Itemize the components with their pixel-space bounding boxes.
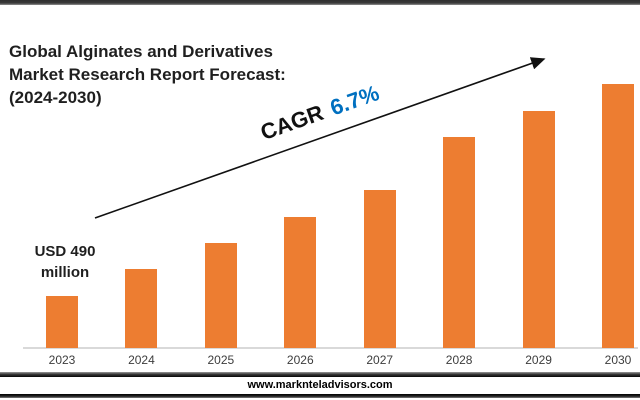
top-border-bar [0, 0, 640, 5]
bar-2025 [204, 243, 237, 348]
bar-2024 [125, 269, 158, 348]
bar-2023 [46, 296, 78, 348]
x-axis-label-2027: 2027 [366, 353, 394, 367]
bar-2026 [284, 217, 317, 348]
x-axis-label-2025: 2025 [207, 353, 235, 367]
x-axis-label-2030: 2030 [604, 353, 632, 367]
x-axis-label-2024: 2024 [128, 353, 155, 367]
bar-2030 [602, 84, 634, 348]
x-axis-line [23, 347, 638, 349]
x-axis-label-2026: 2026 [286, 353, 314, 367]
base-value-annotation: USD 490 million [34, 243, 96, 281]
x-axis-label-2029: 2029 [525, 353, 552, 367]
footer-website-link[interactable]: www.marknteladvisors.com [247, 379, 393, 391]
footer-top-divider [0, 372, 640, 377]
bar-2028 [443, 137, 476, 348]
x-axis-label-2023: 2023 [48, 353, 76, 367]
bar-2029 [522, 111, 555, 348]
bar-2027 [363, 190, 396, 348]
footer-bottom-divider [0, 394, 640, 398]
x-axis-label-2028: 2028 [445, 353, 473, 367]
